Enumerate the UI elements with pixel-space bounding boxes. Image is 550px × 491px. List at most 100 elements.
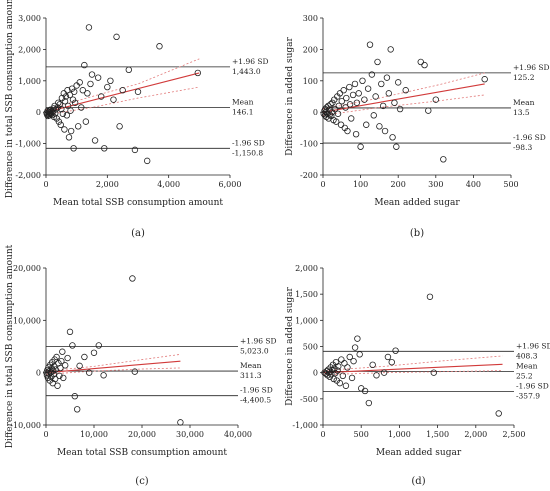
y-tick-label: 20,000 <box>13 264 41 273</box>
data-point <box>66 91 74 99</box>
ci-lower-line <box>322 94 485 116</box>
x-tick-label: 2,000 <box>96 180 119 189</box>
data-point <box>334 110 342 117</box>
data-point <box>383 74 391 81</box>
upper-limit-label: +1.96 SD <box>516 341 550 350</box>
data-point <box>378 80 385 88</box>
data-point <box>379 102 387 110</box>
data-point <box>78 104 85 111</box>
data-point <box>334 367 341 374</box>
regression-line <box>45 72 200 113</box>
data-point <box>61 126 68 133</box>
data-point <box>370 112 377 119</box>
x-tick-label: 20,000 <box>128 430 156 439</box>
ticks: 0 10,000 20,000 30,000 40,000-10,000010,0002… <box>10 264 252 439</box>
data-point <box>332 118 340 125</box>
data-point <box>81 353 88 361</box>
data-point <box>65 134 73 141</box>
data-point <box>402 87 409 94</box>
data-point <box>417 58 424 66</box>
data-point <box>389 134 396 141</box>
data-point <box>338 98 345 105</box>
data-point <box>366 41 374 48</box>
data-point <box>374 58 381 66</box>
data-point <box>346 353 353 361</box>
data-point <box>365 399 373 407</box>
data-point <box>495 410 502 417</box>
data-point <box>67 127 75 135</box>
data-point <box>481 76 488 83</box>
data-point <box>97 93 105 100</box>
y-tick-label: 0 <box>313 369 318 378</box>
data-point <box>79 87 86 94</box>
data-point <box>60 90 67 97</box>
data-point <box>104 83 111 91</box>
data-point <box>361 96 368 103</box>
y-tick-label: -200 <box>300 171 318 180</box>
data-point <box>62 93 70 100</box>
data-point <box>351 80 359 88</box>
data-point <box>372 93 379 100</box>
data-point <box>391 99 398 106</box>
x-tick-label: 400 <box>466 180 481 189</box>
data-point <box>346 101 354 108</box>
data-point <box>361 387 369 395</box>
x-tick-label: 30,000 <box>176 430 204 439</box>
data-point <box>67 107 74 114</box>
x-axis-label: Mean total SSB consumption amount <box>53 198 223 208</box>
data-point <box>116 123 123 130</box>
data-point <box>69 342 76 349</box>
data-point <box>63 112 71 119</box>
data-point <box>339 372 347 380</box>
ticks: 0 500 1,000 1,500 2,000 2,500 -1,000 -500 0 500 1,… <box>292 264 525 439</box>
mean-value: 25.2 <box>516 371 533 380</box>
data-point <box>344 364 351 371</box>
lower-limit-value: -357.9 <box>516 391 540 400</box>
x-tick-label: 200 <box>391 180 406 189</box>
data-point <box>57 364 64 372</box>
data-point <box>393 143 400 150</box>
data-point <box>88 71 96 78</box>
panel-caption: (d) <box>411 476 425 487</box>
data-point <box>353 99 361 106</box>
data-point <box>131 146 139 154</box>
data-point <box>76 362 83 370</box>
y-tick-label: 0 <box>36 108 41 117</box>
data-point <box>54 104 61 111</box>
x-tick-label: 4,000 <box>157 180 180 189</box>
y-axis-label: Difference in added sugar <box>285 286 295 405</box>
data-point <box>100 372 107 379</box>
ci-upper-line <box>45 353 181 372</box>
data-point <box>380 369 388 376</box>
data-point <box>95 342 102 349</box>
data-point <box>73 406 81 413</box>
x-axis-label: Mean added sugar <box>376 448 462 458</box>
y-tick-label: 0 <box>313 108 318 117</box>
data-point <box>55 118 63 125</box>
data-points <box>320 41 488 163</box>
data-point <box>430 369 437 376</box>
x-tick-label: 1,000 <box>388 430 411 439</box>
x-tick-label: 6,000 <box>219 180 242 189</box>
data-point <box>53 115 60 122</box>
data-point <box>56 372 63 380</box>
data-point <box>91 137 99 144</box>
ci-lower-line <box>45 367 181 375</box>
data-point <box>343 94 350 102</box>
panel-caption: (a) <box>131 228 145 239</box>
data-point <box>396 105 404 113</box>
data-point <box>71 88 78 95</box>
y-tick-label: 200 <box>303 45 318 54</box>
x-tick-label: 100 <box>353 180 368 189</box>
data-point <box>54 382 61 389</box>
data-point <box>73 82 80 89</box>
data-point <box>330 375 337 383</box>
lower-limit-value: -1,150.8 <box>232 148 263 157</box>
y-axis-label: Difference in added sugar <box>285 36 295 155</box>
x-tick-label: 40,000 <box>224 430 252 439</box>
data-point <box>351 344 359 351</box>
x-tick-label: 0 <box>43 180 48 189</box>
y-tick-label: -1,000 <box>15 140 41 149</box>
data-point <box>59 348 66 355</box>
data-point <box>440 156 447 163</box>
